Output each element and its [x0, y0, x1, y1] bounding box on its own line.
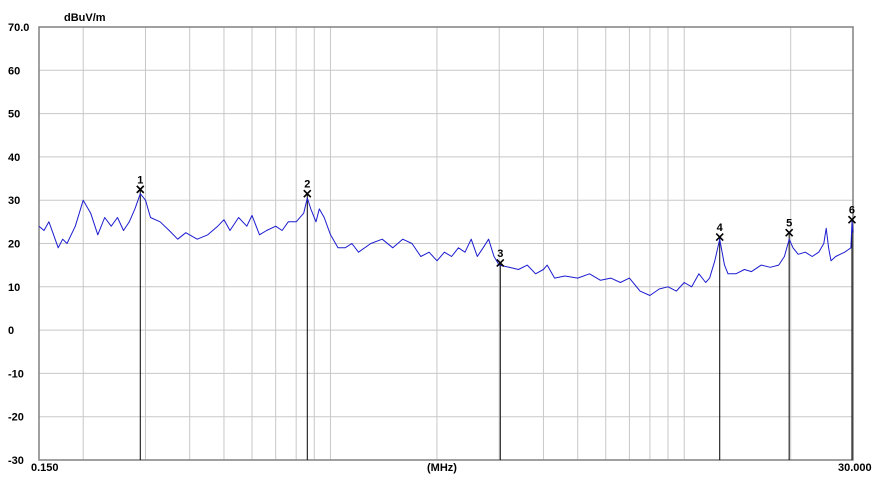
marker-number: 2 — [304, 179, 310, 191]
marker-cross — [496, 258, 505, 268]
y-tick-label: 70.0 — [8, 22, 29, 34]
marker-cross — [136, 185, 145, 194]
y-tick-label: 20 — [8, 239, 20, 251]
marker-cross — [303, 189, 312, 198]
marker-labels: 1 2 3 4 5 6 — [136, 174, 857, 268]
y-tick-label: 10 — [8, 282, 20, 294]
series-group — [38, 193, 854, 296]
marker-number: 4 — [717, 222, 724, 234]
unit-label: dBuV/m — [64, 12, 106, 24]
y-axis-labels: -30 -20 -10 0 10 20 30 40 50 60 70.0 — [8, 22, 29, 467]
grid-lines — [39, 27, 853, 460]
marker-number: 3 — [497, 248, 503, 260]
marker-number: 6 — [849, 205, 855, 217]
marker-cross — [847, 215, 857, 224]
y-tick-label: -20 — [8, 412, 24, 424]
y-tick-label: 40 — [8, 152, 20, 164]
y-tick-label: -10 — [8, 368, 24, 380]
marker-number: 5 — [786, 218, 792, 230]
marker-number: 1 — [137, 174, 143, 186]
y-tick-label: 60 — [8, 65, 20, 77]
marker-cross — [715, 232, 724, 242]
y-tick-label: 0 — [8, 325, 14, 337]
x-axis-label: (MHz) — [427, 462, 457, 474]
y-tick-label: 30 — [8, 195, 20, 207]
marker-lines — [139, 189, 853, 460]
x-min-label: 0.150 — [31, 462, 59, 474]
y-tick-label: 50 — [8, 109, 20, 121]
marker-cross — [785, 228, 794, 237]
plot-frame — [38, 26, 854, 461]
series-line — [38, 193, 854, 296]
x-max-label: 30.000 — [838, 462, 872, 474]
y-tick-label: -30 — [8, 455, 24, 467]
